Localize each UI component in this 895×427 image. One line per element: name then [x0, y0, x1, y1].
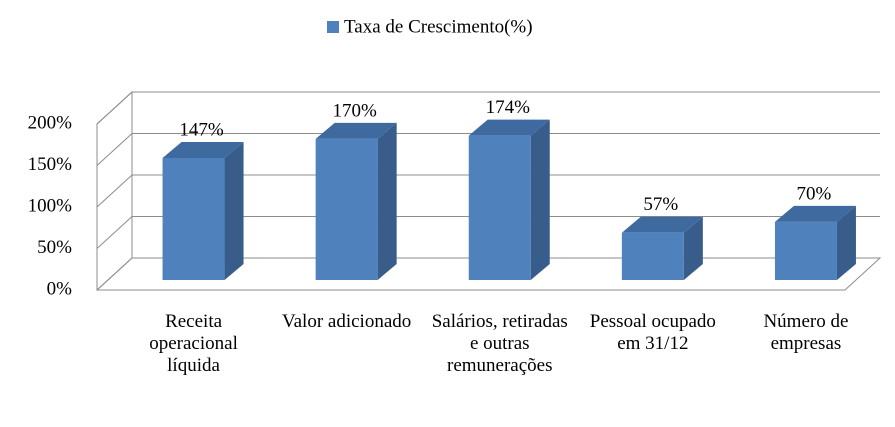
bar-top	[315, 122, 397, 139]
bar-side	[530, 119, 550, 280]
bar	[621, 216, 703, 280]
x-tick-label: Pessoal ocupado em 31/12	[589, 311, 716, 354]
bar-side	[683, 216, 703, 280]
x-tick-label: Número de empresas	[763, 311, 849, 354]
bar	[774, 205, 856, 280]
grid-line	[96, 174, 880, 208]
legend-label: Taxa de Crescimento(%)	[344, 16, 533, 37]
value-label: 70%	[797, 183, 832, 204]
bar	[468, 119, 550, 280]
value-label: 174%	[486, 97, 531, 118]
bar-side	[836, 205, 856, 280]
value-label: 147%	[179, 119, 224, 140]
x-tick-label: Receita operacional líquida	[149, 311, 238, 376]
value-label: 57%	[643, 194, 678, 215]
y-tick-label: 200%	[28, 112, 73, 133]
bar-front	[468, 135, 531, 280]
y-tick-label: 150%	[28, 154, 73, 175]
bar-front	[621, 232, 684, 280]
bar-top	[774, 205, 856, 222]
bar-front	[162, 157, 225, 280]
x-tick-label: Valor adicionado	[282, 311, 412, 332]
grid-line	[96, 133, 880, 166]
bar-side	[224, 141, 244, 280]
bar	[162, 141, 244, 280]
bar-front	[315, 138, 378, 280]
y-tick-label: 100%	[28, 195, 73, 216]
bar	[315, 122, 397, 281]
y-tick-label: 50%	[37, 237, 72, 258]
value-label: 170%	[332, 100, 377, 121]
y-tick-label: 0%	[47, 278, 73, 299]
legend-swatch	[327, 21, 339, 33]
bar-front	[774, 221, 837, 280]
bar-top	[621, 216, 703, 233]
bar-top	[468, 119, 550, 136]
grid-line	[96, 216, 880, 249]
grid-line	[96, 91, 880, 125]
x-tick-label: Salários, retiradas e outras remuneraçõe…	[431, 311, 568, 376]
bar-top	[162, 141, 244, 158]
bar-side	[377, 122, 397, 281]
